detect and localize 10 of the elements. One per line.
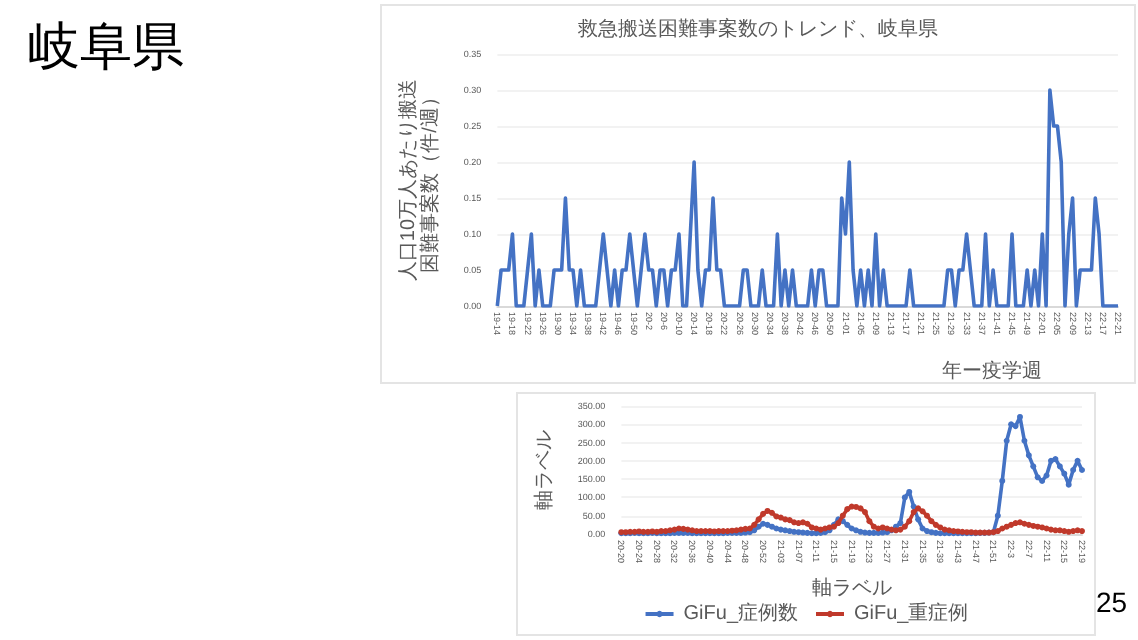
chart-title: 救急搬送困難事案数のトレンド、岐阜県 (576, 17, 938, 41)
legend-label: GiFu_症例数 (683, 601, 799, 625)
text: 25 (1096, 586, 1128, 618)
y-axis-title: 軸ラベル (532, 430, 556, 510)
x-axis-title: 年ー疫学週 (942, 359, 1042, 383)
x-axis-title: 軸ラベル (811, 575, 892, 600)
y-axis-title: 人口10万人あたり搬送困難事案数（件/週） (396, 78, 442, 282)
line-series (495, 88, 1120, 308)
legend-label: GiFu_重症例 (854, 601, 969, 625)
text: 岐阜県 (28, 14, 184, 80)
